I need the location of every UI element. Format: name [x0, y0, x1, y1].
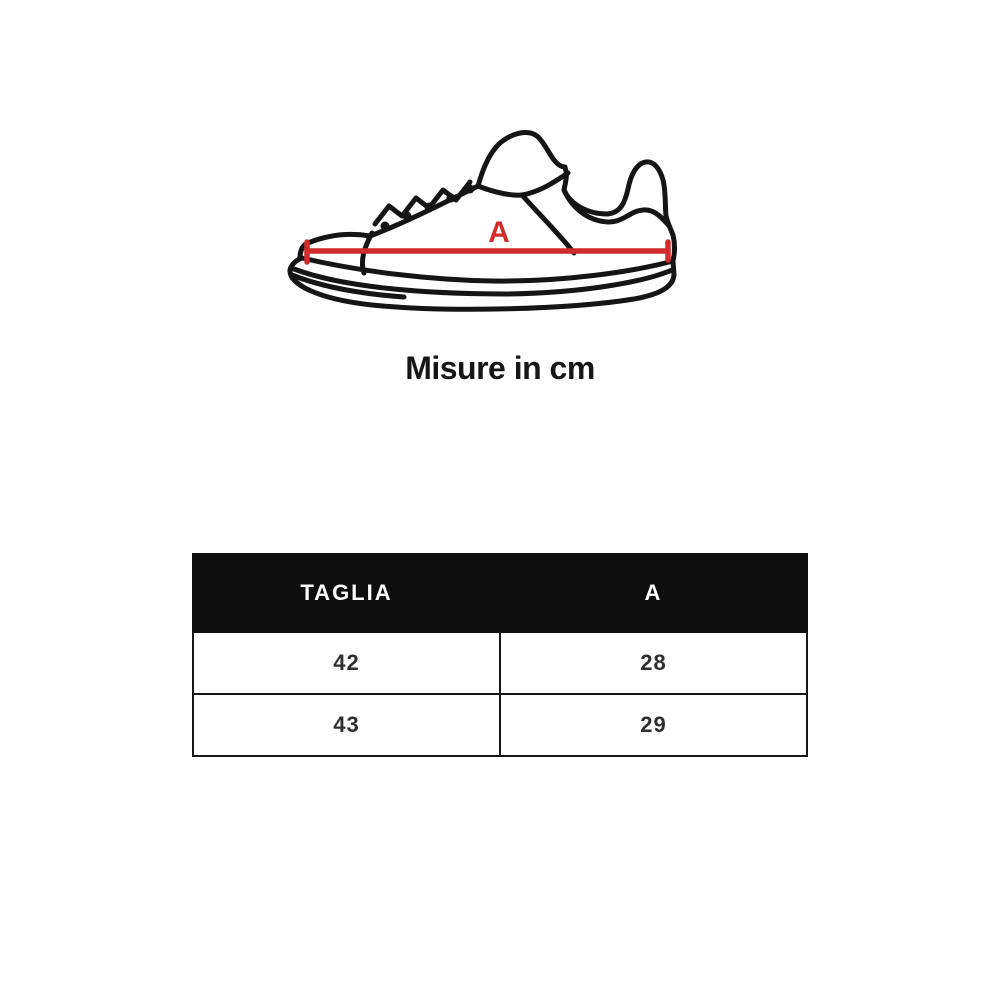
units-caption: Misure in cm [405, 350, 595, 386]
quarter-topline [475, 170, 571, 198]
table-row: 42 28 [192, 631, 808, 695]
measurement-label-a: A [488, 216, 510, 249]
sneaker-art-group [287, 130, 677, 312]
quarter-seam-diagonal [519, 192, 577, 256]
table-row: 43 29 [192, 693, 808, 757]
sneaker-line-drawing: A [287, 130, 677, 312]
toe-cap-seam [359, 230, 375, 276]
size-table-body: 42 28 43 29 [192, 631, 808, 757]
sole-outline [287, 255, 677, 312]
size-table-head: TAGLIA A [192, 553, 808, 633]
size-table-header-row: TAGLIA A [192, 553, 808, 633]
cell-size: 42 [192, 631, 501, 695]
sole-welt-line [289, 272, 407, 300]
cell-measurement: 29 [499, 693, 808, 757]
laces-crisscross [372, 179, 473, 227]
size-table: TAGLIA A 42 28 43 29 [192, 553, 808, 757]
sole-midsole-stripe [291, 266, 675, 297]
eyelet-dots [380, 184, 475, 231]
measurement-annotation [304, 239, 671, 265]
shoe-measurement-diagram: A [272, 112, 722, 327]
header-cell-a: A [499, 553, 808, 633]
cell-measurement: 28 [499, 631, 808, 695]
cell-size: 43 [192, 693, 501, 757]
header-cell-taglia: TAGLIA [192, 553, 501, 633]
collar-overlay-line [561, 187, 672, 229]
